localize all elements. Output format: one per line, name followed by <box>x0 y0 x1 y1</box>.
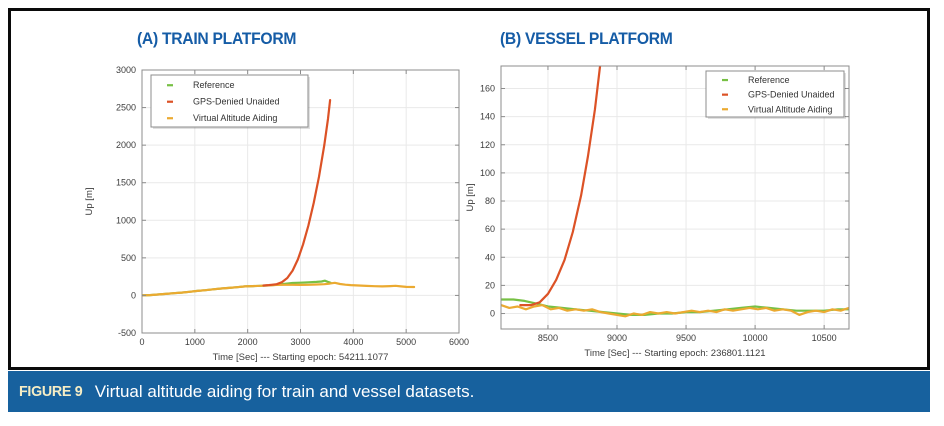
legend-label: Reference <box>193 80 235 90</box>
legend-label: GPS-Denied Unaided <box>193 97 280 107</box>
x-tick-label: 0 <box>139 337 144 347</box>
x-tick-label: 2000 <box>238 337 258 347</box>
legend-box <box>150 74 309 128</box>
x-tick-label: 5000 <box>396 337 416 347</box>
figure-caption-text: Virtual altitude aiding for train and ve… <box>94 381 475 401</box>
x-tick-label: 8500 <box>538 333 558 343</box>
x-tick-label: 4000 <box>343 337 363 347</box>
x-tick-label: 6000 <box>449 337 469 347</box>
y-tick-label: 0 <box>131 290 136 300</box>
y-tick-label: 120 <box>480 140 495 150</box>
y-tick-label: 3000 <box>116 65 136 75</box>
train-platform-chart: 0 1000 2000 3000 4000 5000 6000-50005001000150… <box>84 65 469 363</box>
x-axis-label: Time [Sec] --- Starting epoch: 54211.107… <box>213 352 389 363</box>
x-tick-label: 9500 <box>676 333 696 343</box>
figure-frame: (A) TRAIN PLATFORM (B) VESSEL PLATFORM 0… <box>8 8 930 370</box>
series-line-gps_denied <box>519 66 602 307</box>
legend-label: Virtual Altitude Aiding <box>193 113 277 123</box>
x-tick-label: 9000 <box>607 333 627 343</box>
y-tick-label: 500 <box>121 253 136 263</box>
chart-a-title: (A) TRAIN PLATFORM <box>137 30 297 48</box>
y-axis-label: Up [m] <box>465 184 476 212</box>
y-tick-label: 2500 <box>116 103 136 113</box>
legend-label: GPS-Denied Unaided <box>748 90 835 100</box>
y-tick-label: 140 <box>480 112 495 122</box>
chart-b-title: (B) VESSEL PLATFORM <box>500 30 673 48</box>
y-axis-label: Up [m] <box>84 188 95 216</box>
y-tick-label: 1500 <box>116 178 136 188</box>
y-tick-label: 80 <box>485 196 495 206</box>
y-tick-label: 0 <box>490 309 495 319</box>
legend-box <box>705 70 845 118</box>
y-tick-label: 160 <box>480 84 495 94</box>
figure-number-label: FIGURE 9 <box>19 383 83 400</box>
y-tick-label: 100 <box>480 168 495 178</box>
series-line-gps_denied <box>262 98 332 287</box>
x-axis-label: Time [Sec] --- Starting epoch: 236801.11… <box>584 348 765 359</box>
vessel-platform-chart: 8500 9000 9500 10000 10500 0 20 40 60 80 100 120 140… <box>465 65 850 359</box>
y-tick-label: 2000 <box>116 140 136 150</box>
y-tick-label: -500 <box>118 328 136 338</box>
x-tick-label: 10000 <box>743 333 768 343</box>
y-tick-label: 60 <box>485 224 495 234</box>
axis-box <box>500 65 850 330</box>
figure-caption-bar: FIGURE 9 Virtual altitude aiding for tra… <box>8 371 930 412</box>
series-line-virtual_aiding <box>142 281 416 297</box>
legend-label: Virtual Altitude Aiding <box>748 104 832 114</box>
x-tick-label: 1000 <box>185 337 205 347</box>
x-tick-label: 3000 <box>290 337 310 347</box>
legend-label: Reference <box>748 75 790 85</box>
y-tick-label: 20 <box>485 280 495 290</box>
series-line-virtual_aiding <box>501 304 849 318</box>
y-tick-label: 1000 <box>116 215 136 225</box>
y-tick-label: 40 <box>485 252 495 262</box>
x-tick-label: 10500 <box>812 333 837 343</box>
